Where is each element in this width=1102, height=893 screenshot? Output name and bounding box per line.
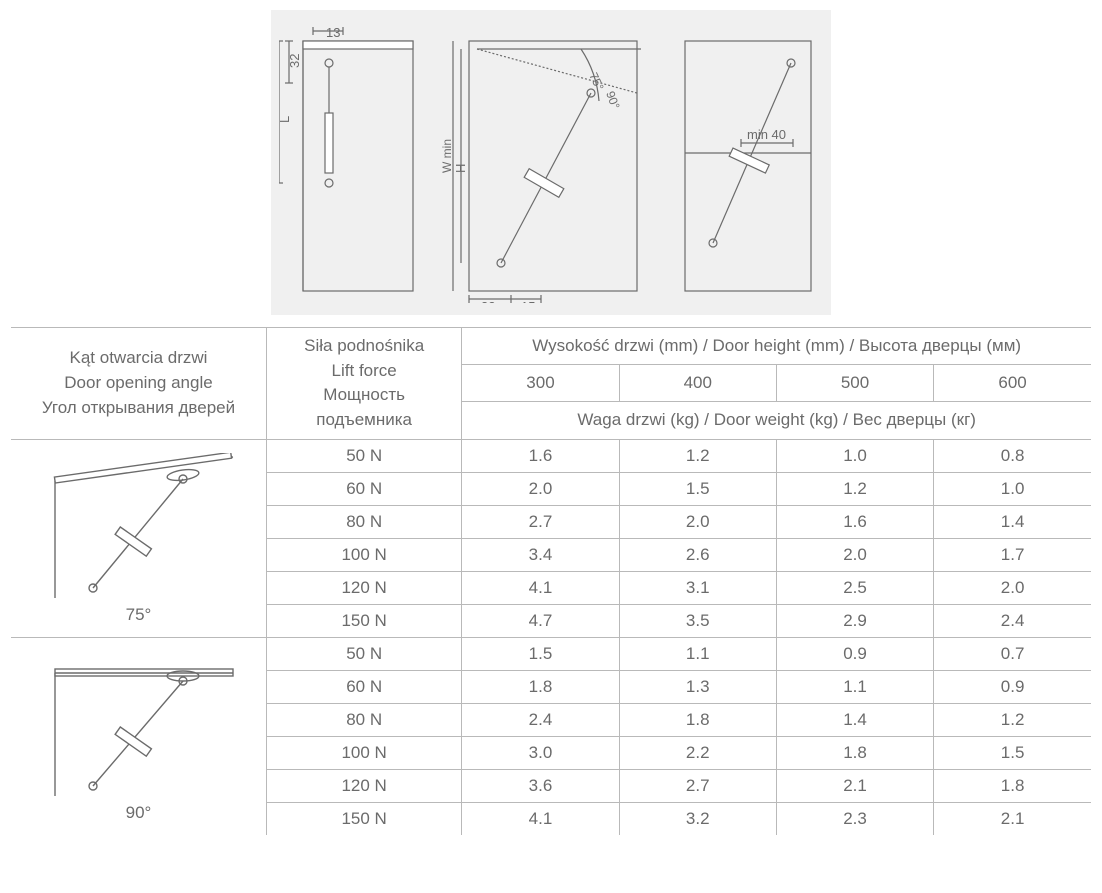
value-cell: 0.8 — [934, 439, 1091, 472]
header-height-500: 500 — [776, 365, 933, 402]
dim-L: L — [279, 115, 292, 122]
force-cell: 150 N — [266, 604, 461, 637]
dim-min40: min 40 — [747, 127, 786, 142]
header-height-300: 300 — [462, 365, 619, 402]
value-cell: 2.2 — [619, 736, 776, 769]
header-height-600: 600 — [934, 365, 1091, 402]
value-cell: 1.4 — [776, 703, 933, 736]
value-cell: 3.6 — [462, 769, 619, 802]
force-cell: 60 N — [266, 472, 461, 505]
value-cell: 3.1 — [619, 571, 776, 604]
angle-cell: 90° — [11, 637, 266, 835]
value-cell: 0.9 — [776, 637, 933, 670]
force-cell: 120 N — [266, 571, 461, 604]
force-cell: 120 N — [266, 769, 461, 802]
value-cell: 2.1 — [934, 802, 1091, 835]
force-cell: 80 N — [266, 505, 461, 538]
header-force: Siła podnośnika Lift force Мощность подъ… — [266, 328, 461, 440]
value-cell: 1.1 — [776, 670, 933, 703]
value-cell: 1.5 — [619, 472, 776, 505]
value-cell: 1.4 — [934, 505, 1091, 538]
value-cell: 2.9 — [776, 604, 933, 637]
dim-32-top: 32 — [287, 53, 302, 67]
value-cell: 4.1 — [462, 571, 619, 604]
diagram-open-angles: W min H 75° 90° 32 15 — [441, 23, 661, 303]
value-cell: 1.8 — [934, 769, 1091, 802]
header-weight: Waga drzwi (kg) / Door weight (kg) / Вес… — [462, 402, 1091, 439]
value-cell: 4.7 — [462, 604, 619, 637]
value-cell: 2.0 — [776, 538, 933, 571]
top-diagram-area: 13 32 L W min H 75° 90° 32 15 — [271, 10, 831, 315]
force-cell: 60 N — [266, 670, 461, 703]
value-cell: 3.2 — [619, 802, 776, 835]
angle-label: 90° — [15, 801, 262, 826]
value-cell: 1.1 — [619, 637, 776, 670]
header-angle: Kąt otwarcia drzwi Door opening angle Уг… — [11, 328, 266, 440]
value-cell: 2.4 — [934, 604, 1091, 637]
angle-label: 75° — [15, 603, 262, 628]
force-cell: 100 N — [266, 538, 461, 571]
table-row: 75°50 N1.61.21.00.8 — [11, 439, 1091, 472]
value-cell: 4.1 — [462, 802, 619, 835]
value-cell: 1.3 — [619, 670, 776, 703]
dim-H: H — [453, 163, 468, 172]
diagram-shelf: min 40 — [673, 23, 823, 303]
value-cell: 2.7 — [619, 769, 776, 802]
angle-cell: 75° — [11, 439, 266, 637]
value-cell: 2.0 — [619, 505, 776, 538]
value-cell: 1.2 — [619, 439, 776, 472]
value-cell: 1.2 — [934, 703, 1091, 736]
value-cell: 2.4 — [462, 703, 619, 736]
value-cell: 1.8 — [776, 736, 933, 769]
spec-table: Kąt otwarcia drzwi Door opening angle Уг… — [11, 327, 1091, 835]
dim-13: 13 — [326, 25, 340, 40]
value-cell: 1.6 — [462, 439, 619, 472]
dim-32-bot: 32 — [481, 299, 495, 303]
value-cell: 2.6 — [619, 538, 776, 571]
value-cell: 2.3 — [776, 802, 933, 835]
table-row: 90°50 N1.51.10.90.7 — [11, 637, 1091, 670]
value-cell: 3.0 — [462, 736, 619, 769]
value-cell: 0.7 — [934, 637, 1091, 670]
value-cell: 1.6 — [776, 505, 933, 538]
value-cell: 2.0 — [934, 571, 1091, 604]
value-cell: 3.4 — [462, 538, 619, 571]
force-cell: 50 N — [266, 439, 461, 472]
value-cell: 1.0 — [934, 472, 1091, 505]
header-height: Wysokość drzwi (mm) / Door height (mm) /… — [462, 328, 1091, 365]
value-cell: 1.5 — [462, 637, 619, 670]
value-cell: 1.8 — [619, 703, 776, 736]
dim-90: 90° — [603, 89, 622, 111]
value-cell: 2.5 — [776, 571, 933, 604]
header-height-400: 400 — [619, 365, 776, 402]
force-cell: 50 N — [266, 637, 461, 670]
value-cell: 1.2 — [776, 472, 933, 505]
value-cell: 1.5 — [934, 736, 1091, 769]
value-cell: 1.8 — [462, 670, 619, 703]
force-cell: 150 N — [266, 802, 461, 835]
force-cell: 100 N — [266, 736, 461, 769]
value-cell: 2.0 — [462, 472, 619, 505]
value-cell: 2.1 — [776, 769, 933, 802]
force-cell: 80 N — [266, 703, 461, 736]
value-cell: 1.0 — [776, 439, 933, 472]
value-cell: 2.7 — [462, 505, 619, 538]
value-cell: 3.5 — [619, 604, 776, 637]
value-cell: 0.9 — [934, 670, 1091, 703]
value-cell: 1.7 — [934, 538, 1091, 571]
dim-15: 15 — [521, 299, 535, 303]
diagram-closed: 13 32 L — [279, 23, 429, 303]
